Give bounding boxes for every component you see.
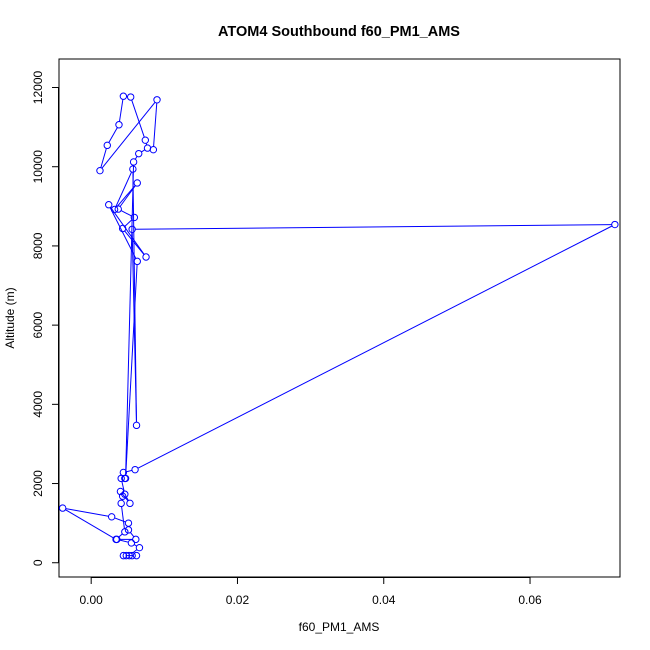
data-point [58, 504, 67, 512]
x-axis: 0.00 0.02 0.04 0.06 [80, 577, 542, 607]
data-point [126, 93, 135, 101]
series-segment [124, 230, 145, 255]
data-point [121, 474, 130, 483]
data-point [132, 421, 141, 430]
data-point [117, 499, 125, 508]
series-segment [100, 148, 107, 168]
series-segment [121, 481, 125, 492]
data-point [119, 551, 128, 560]
data-point [149, 145, 158, 154]
data-point [119, 92, 128, 100]
series-segment [125, 496, 129, 501]
data-point [128, 225, 136, 233]
y-tick-label: 4000 [31, 391, 45, 418]
y-tick-label: 8000 [31, 232, 45, 259]
data-point [121, 528, 129, 536]
series-segment [126, 469, 133, 473]
data-point [153, 96, 161, 104]
data-point [105, 201, 113, 209]
data-point [130, 213, 139, 222]
data-point [127, 539, 136, 547]
data-point [125, 551, 133, 560]
data-point [133, 257, 141, 266]
data-point [112, 535, 120, 544]
data-point [133, 179, 141, 187]
data-point [142, 253, 150, 261]
data-point [129, 158, 138, 166]
data-point [115, 121, 123, 129]
data-point [110, 205, 119, 214]
series-segment [125, 165, 135, 476]
data-point [126, 499, 134, 508]
y-tick-label: 2000 [31, 470, 45, 497]
data-point [118, 492, 127, 500]
data-point [114, 205, 122, 213]
y-axis-label: Altitude (m) [3, 287, 17, 348]
data-point [129, 165, 137, 173]
data-point [141, 136, 150, 144]
series-segment [130, 532, 135, 538]
y-tick-label: 6000 [31, 311, 45, 338]
series-segment [124, 219, 133, 227]
y-tick-label: 12000 [31, 71, 45, 105]
series-segment [65, 508, 109, 517]
data-point [135, 149, 143, 158]
series-segment [121, 506, 125, 529]
data-point [131, 465, 139, 474]
series-segment [120, 210, 132, 217]
x-tick-label: 0.04 [372, 593, 396, 607]
data-point [122, 551, 130, 560]
series-segment [153, 102, 158, 147]
data-point [611, 220, 619, 229]
series-segment [134, 156, 138, 160]
series-segment [116, 185, 136, 208]
series-segment [115, 171, 133, 207]
y-axis: 0 2000 4000 6000 8000 10000 12000 [31, 71, 59, 566]
series-segment [131, 99, 145, 138]
series-segment [125, 264, 138, 476]
plot-frame [58, 58, 621, 578]
series-segment [137, 225, 613, 469]
y-tick-label: 0 [31, 559, 45, 566]
series-segment [65, 509, 114, 539]
series-segment [108, 127, 118, 143]
chart-title: ATOM4 Southbound f60_PM1_AMS [218, 24, 460, 40]
series-segment [135, 224, 612, 230]
x-tick-label: 0.06 [518, 593, 542, 607]
data-point [96, 166, 104, 175]
data-point [121, 490, 129, 498]
data-point [103, 141, 111, 150]
series-segment [110, 207, 145, 255]
series-segment [119, 539, 129, 543]
series-segment [141, 149, 146, 153]
x-tick-label: 0.02 [226, 593, 250, 607]
data-point [135, 543, 144, 552]
series-segment [101, 101, 156, 169]
series-segment [131, 549, 138, 555]
y-tick-label: 10000 [31, 150, 45, 184]
data-point [118, 224, 127, 233]
x-axis-label: f60_PM1_AMS [299, 620, 380, 634]
series-segment [118, 99, 124, 122]
data-point [124, 519, 133, 527]
data-point [128, 551, 136, 560]
data-point [132, 551, 141, 560]
data-point [107, 513, 116, 521]
series-layer [58, 92, 619, 560]
x-tick-label: 0.00 [80, 593, 104, 607]
data-point [132, 535, 140, 544]
